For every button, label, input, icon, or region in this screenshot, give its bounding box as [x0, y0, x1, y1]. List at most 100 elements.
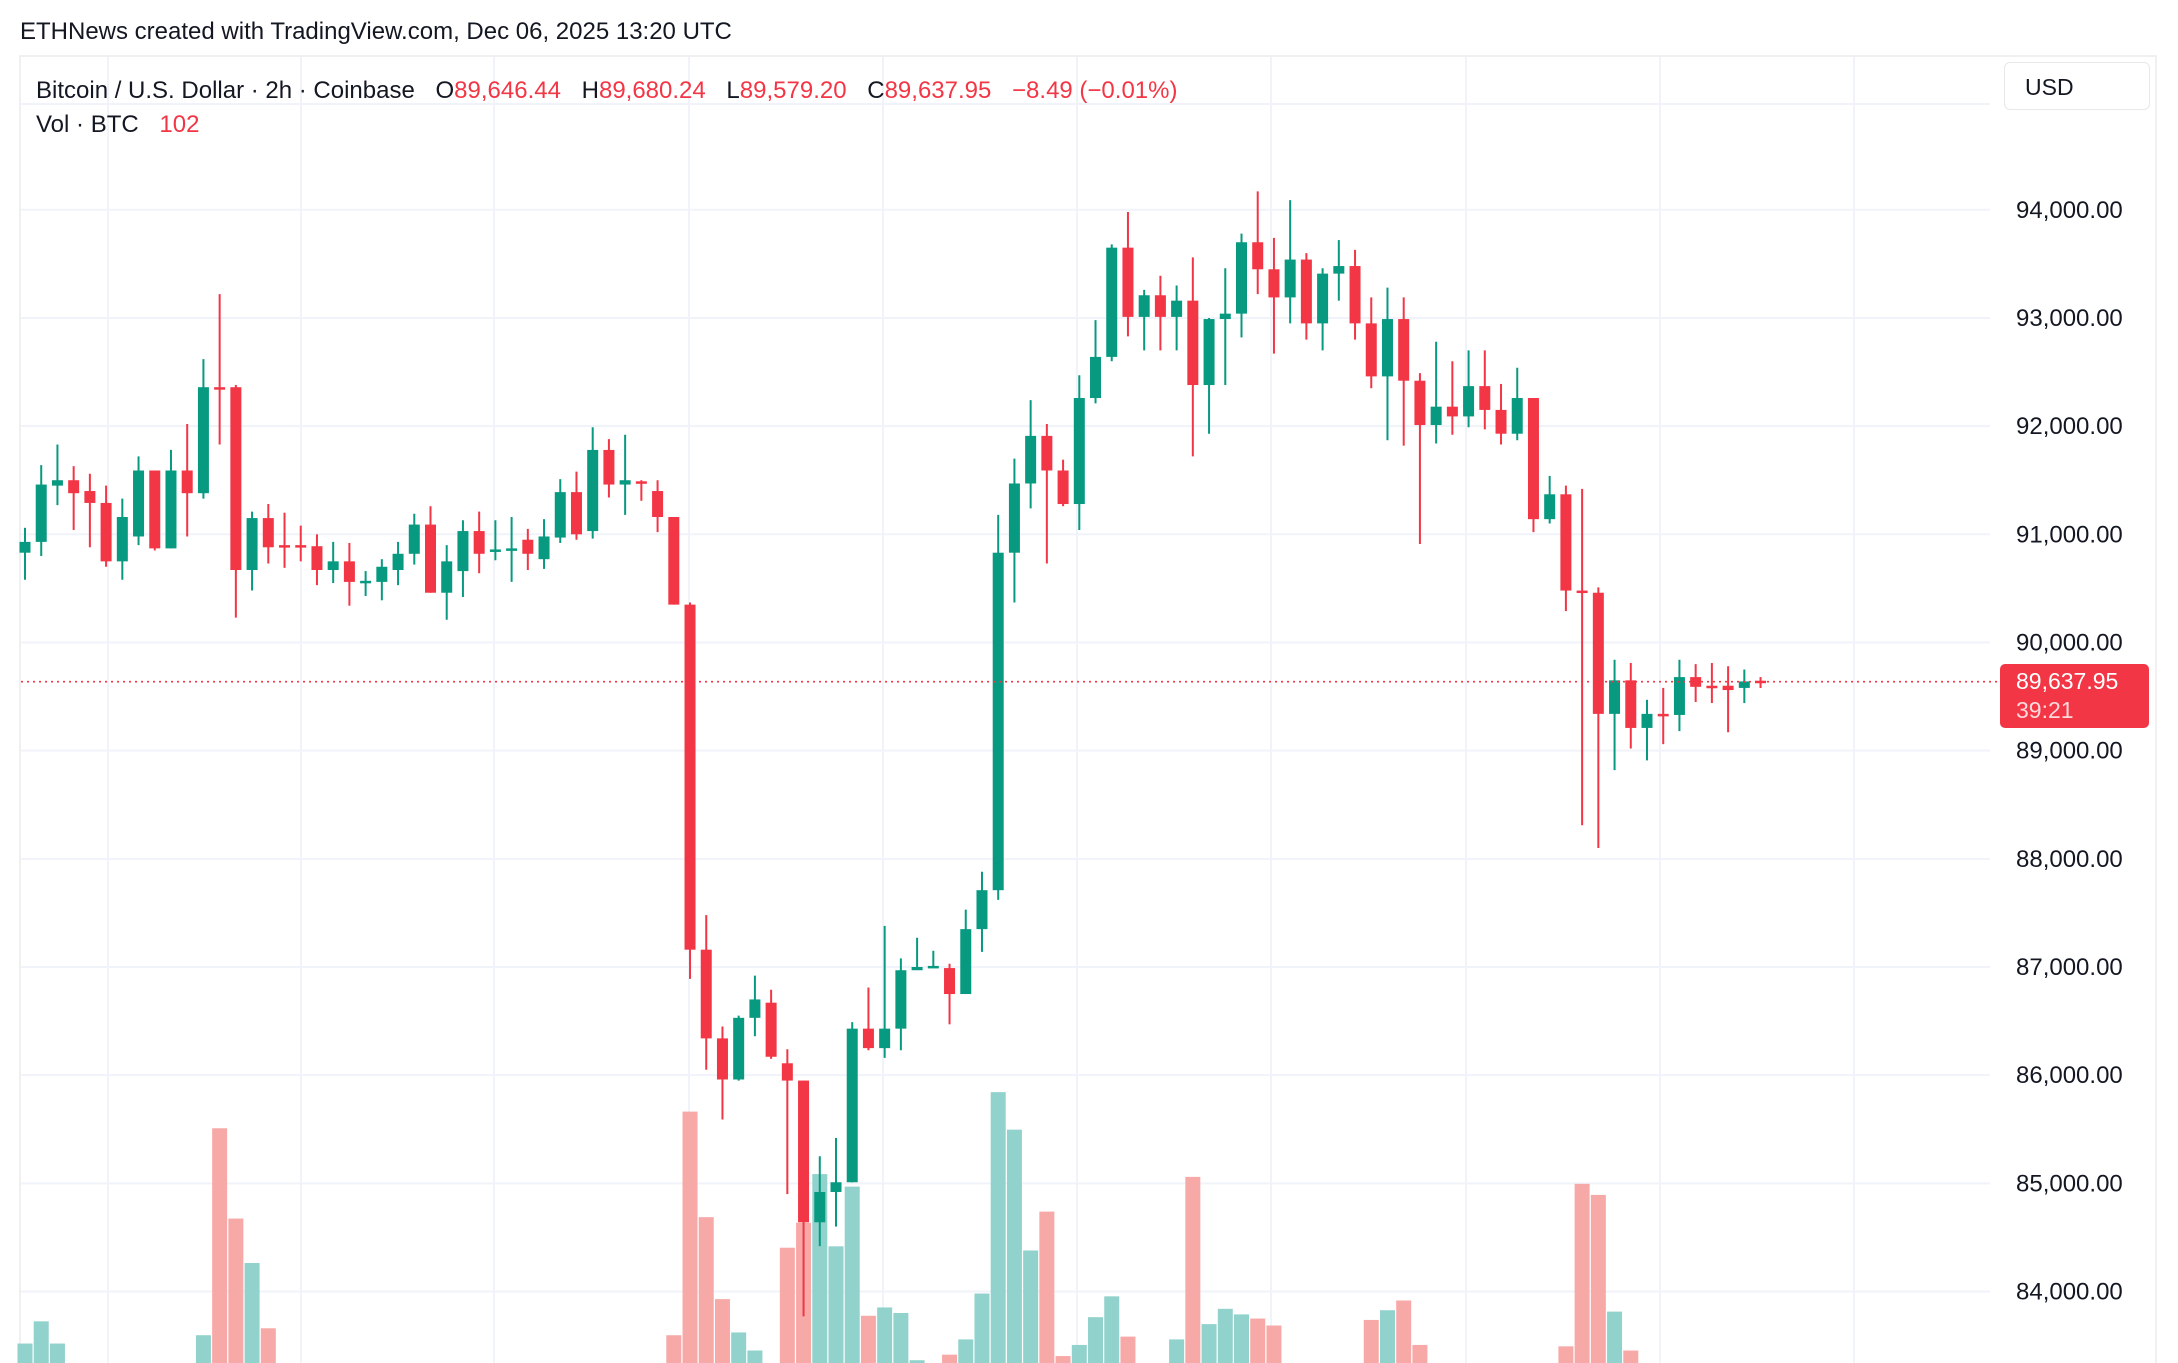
symbol-title[interactable]: Bitcoin / U.S. Dollar · 2h · Coinbase — [36, 77, 415, 104]
candle[interactable] — [635, 480, 647, 501]
candle[interactable] — [392, 541, 404, 586]
candle[interactable] — [1592, 587, 1604, 849]
candle[interactable] — [197, 359, 209, 499]
candle[interactable] — [100, 485, 112, 567]
candle[interactable] — [522, 528, 534, 571]
candle[interactable] — [1171, 285, 1183, 351]
candle[interactable] — [798, 1080, 810, 1317]
candle[interactable] — [360, 571, 372, 596]
candle[interactable] — [1706, 663, 1718, 704]
candle[interactable] — [262, 504, 274, 564]
candle[interactable] — [1430, 341, 1442, 444]
candle[interactable] — [862, 987, 874, 1051]
candle[interactable] — [1252, 191, 1264, 295]
candle[interactable] — [1738, 669, 1750, 704]
candle[interactable] — [1609, 659, 1621, 771]
candle[interactable] — [506, 517, 518, 582]
candle[interactable] — [343, 542, 355, 606]
candle[interactable] — [457, 520, 469, 598]
candle[interactable] — [165, 449, 177, 549]
candle[interactable] — [1641, 699, 1653, 761]
candle[interactable] — [1008, 458, 1020, 603]
candle[interactable] — [1300, 253, 1312, 340]
currency-button[interactable]: USD — [2004, 62, 2150, 110]
candle[interactable] — [1479, 350, 1491, 430]
candle[interactable] — [1106, 244, 1118, 362]
candle[interactable] — [1268, 237, 1280, 354]
candle[interactable] — [538, 519, 550, 569]
candle[interactable] — [1317, 268, 1329, 351]
candle[interactable] — [1690, 664, 1702, 702]
price-axis[interactable]: 94,000.00 93,000.00 92,000.00 91,000.00 90,0… — [2016, 197, 2123, 1306]
candle[interactable] — [35, 465, 47, 556]
candle[interactable] — [1414, 373, 1426, 545]
candle[interactable] — [1625, 663, 1637, 749]
candle[interactable] — [846, 1022, 858, 1183]
candle[interactable] — [652, 480, 664, 533]
candle[interactable] — [1527, 398, 1539, 533]
candle[interactable] — [376, 559, 388, 601]
candle[interactable] — [181, 423, 193, 537]
candle[interactable] — [814, 1156, 826, 1247]
candle[interactable] — [408, 513, 420, 565]
candle[interactable] — [1219, 268, 1231, 386]
candle[interactable] — [668, 517, 680, 605]
candle[interactable] — [116, 498, 128, 580]
volume-label[interactable]: Vol · BTC — [36, 111, 139, 138]
candle[interactable] — [992, 514, 1004, 900]
candle[interactable] — [1755, 677, 1767, 688]
candle[interactable] — [1673, 659, 1685, 732]
candle[interactable] — [84, 473, 96, 548]
candle[interactable] — [1138, 289, 1150, 351]
candle[interactable] — [1463, 350, 1475, 428]
candle[interactable] — [1090, 320, 1102, 404]
candle[interactable] — [944, 963, 956, 1025]
candle[interactable] — [554, 479, 566, 543]
candle[interactable] — [733, 1015, 745, 1081]
candle[interactable] — [911, 937, 923, 971]
candle[interactable] — [1122, 211, 1134, 337]
candle[interactable] — [1722, 666, 1734, 733]
candle[interactable] — [1187, 257, 1199, 457]
candle[interactable] — [1203, 317, 1215, 434]
candle[interactable] — [619, 434, 631, 515]
candle[interactable] — [976, 871, 988, 952]
candle[interactable] — [1544, 475, 1556, 524]
candle[interactable] — [51, 444, 63, 506]
candle[interactable] — [716, 1026, 728, 1120]
candle[interactable] — [473, 511, 485, 574]
candle[interactable] — [1657, 687, 1669, 745]
candle[interactable] — [879, 925, 891, 1058]
candle[interactable] — [684, 602, 696, 979]
candle[interactable] — [133, 456, 145, 546]
candle[interactable] — [960, 909, 972, 995]
candle[interactable] — [1446, 361, 1458, 435]
candle[interactable] — [441, 545, 453, 620]
candle[interactable] — [279, 512, 291, 568]
candle[interactable] — [1041, 423, 1053, 564]
candle[interactable] — [1365, 297, 1377, 389]
candle[interactable] — [895, 958, 907, 1051]
candle[interactable] — [781, 1049, 793, 1195]
candle[interactable] — [295, 525, 307, 562]
candle[interactable] — [765, 989, 777, 1059]
candle[interactable] — [587, 427, 599, 539]
candle[interactable] — [149, 470, 161, 551]
candle[interactable] — [1349, 249, 1361, 340]
candle[interactable] — [1025, 400, 1037, 509]
candle[interactable] — [1576, 488, 1588, 826]
candle[interactable] — [1236, 233, 1247, 338]
candle[interactable] — [1073, 375, 1085, 530]
candle[interactable] — [1398, 297, 1410, 446]
candle[interactable] — [1333, 240, 1345, 301]
candle[interactable] — [570, 471, 582, 540]
candle[interactable] — [927, 950, 939, 969]
candle[interactable] — [327, 541, 339, 583]
candle[interactable] — [1511, 367, 1523, 441]
candle[interactable] — [19, 527, 31, 580]
candle[interactable] — [489, 520, 501, 561]
candle[interactable] — [246, 511, 258, 591]
candle[interactable] — [68, 466, 80, 530]
candle[interactable] — [700, 915, 712, 1070]
